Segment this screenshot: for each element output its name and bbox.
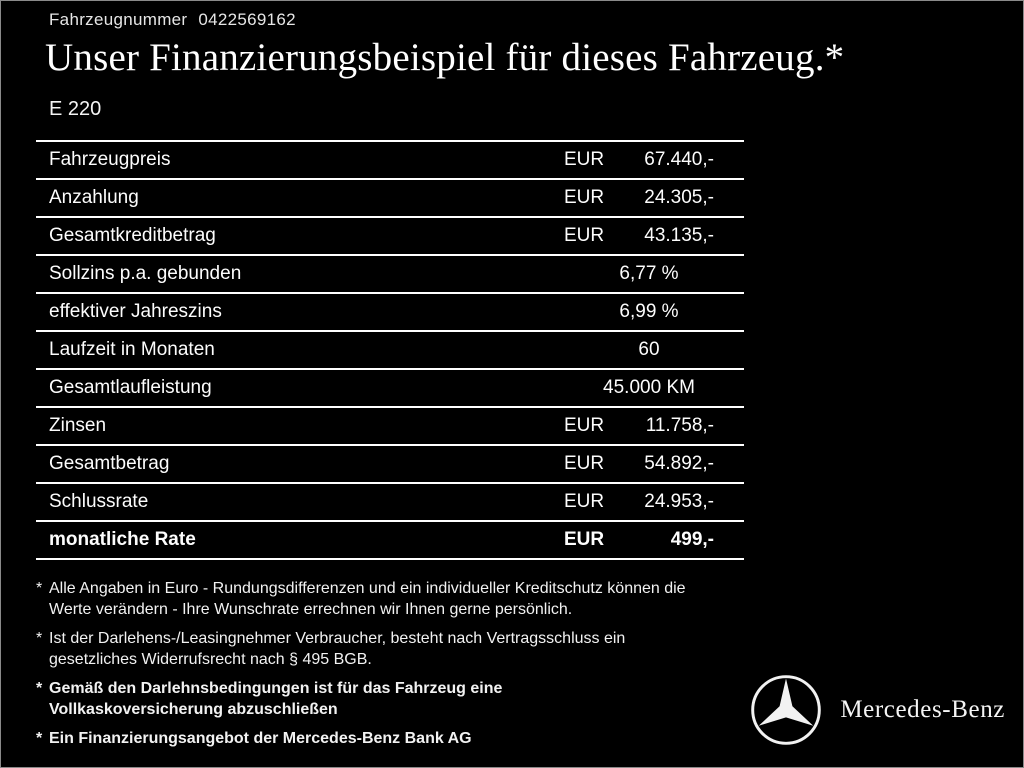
row-value: 60 [638,339,660,360]
table-row: Sollzins p.a. gebunden 6,77 % [36,254,744,292]
footnote: * Ein Finanzierungsangebot der Mercedes-… [36,728,748,749]
currency-label: EUR [564,187,605,208]
amount: 24.953,- [644,491,714,512]
footnote-text: Alle Angaben in Euro - Rundungsdifferenz… [49,580,686,618]
table-row: Zinsen EUR 11.758,- [36,406,744,444]
amount: 43.135,- [644,225,714,246]
footnote: * Alle Angaben in Euro - Rundungsdiffere… [36,578,748,620]
footnote-text: Ist der Darlehens-/Leasingnehmer Verbrau… [49,630,626,668]
currency-label: EUR [564,149,605,170]
footnote-marker: * [36,730,43,747]
footnotes: * Alle Angaben in Euro - Rundungsdiffere… [36,578,748,757]
row-label: Fahrzeugpreis [49,149,171,170]
footnote-marker: * [36,680,43,697]
currency-label: EUR [564,415,605,436]
vehicle-model: E 220 [49,98,102,120]
row-label: Schlussrate [49,491,149,512]
currency-label: EUR [564,453,605,474]
vehicle-number-label: Fahrzeugnummer [49,10,188,29]
table-row: effektiver Jahreszins 6,99 % [36,292,744,330]
row-label: Gesamtlaufleistung [49,377,212,398]
footnote-text: Gemäß den Darlehnsbedingungen ist für da… [49,680,503,718]
row-value: EUR 24.305,- [554,187,744,209]
row-label: Gesamtbetrag [49,453,170,474]
row-label: Zinsen [49,415,107,436]
amount: 11.758,- [645,415,714,436]
footnote: * Ist der Darlehens-/Leasingnehmer Verbr… [36,628,748,670]
row-value: EUR 67.440,- [554,149,744,171]
currency-label: EUR [564,491,605,512]
table-row: Anzahlung EUR 24.305,- [36,178,744,216]
row-value: EUR 24.953,- [554,491,744,513]
row-value: 45.000 KM [603,377,695,398]
vehicle-number: Fahrzeugnummer 0422569162 [49,10,296,30]
brand-name: Mercedes-Benz [840,696,1005,723]
row-label: Laufzeit in Monaten [49,339,215,360]
row-value: EUR 43.135,- [554,225,744,247]
currency-label: EUR [564,529,605,550]
row-label: Gesamtkreditbetrag [49,225,216,246]
footnote-marker: * [36,580,43,597]
row-label: Anzahlung [49,187,139,208]
mercedes-star-icon [751,675,822,745]
page-title: Unser Finanzierungsbeispiel für dieses F… [45,36,845,79]
table-row-monthly-rate: monatliche Rate EUR 499,- [36,520,744,558]
row-value: EUR 54.892,- [554,453,744,475]
amount: 54.892,- [644,453,714,474]
row-label: monatliche Rate [49,529,196,550]
footnote: * Gemäß den Darlehnsbedingungen ist für … [36,678,748,720]
table-row: Gesamtlaufleistung 45.000 KM [36,368,744,406]
row-value: 6,77 % [619,263,679,284]
row-value: EUR 11.758,- [554,415,744,437]
amount: 24.305,- [644,187,714,208]
table-row: Gesamtkreditbetrag EUR 43.135,- [36,216,744,254]
table-row: Schlussrate EUR 24.953,- [36,482,744,520]
brand: Mercedes-Benz [749,673,1005,747]
table-row: Fahrzeugpreis EUR 67.440,- [36,140,744,178]
table-row: Gesamtbetrag EUR 54.892,- [36,444,744,482]
currency-label: EUR [564,225,605,246]
footnote-text: Ein Finanzierungsangebot der Mercedes-Be… [49,730,472,747]
finance-table: Fahrzeugpreis EUR 67.440,- Anzahlung EUR… [36,140,744,560]
row-label: Sollzins p.a. gebunden [49,263,242,284]
amount: 67.440,- [644,149,714,170]
amount: 499,- [670,529,714,550]
vehicle-number-value: 0422569162 [198,10,296,29]
row-value: EUR 499,- [554,529,744,551]
table-row: Laufzeit in Monaten 60 [36,330,744,368]
row-value: 6,99 % [619,301,679,322]
row-label: effektiver Jahreszins [49,301,222,322]
footnote-marker: * [36,630,43,647]
